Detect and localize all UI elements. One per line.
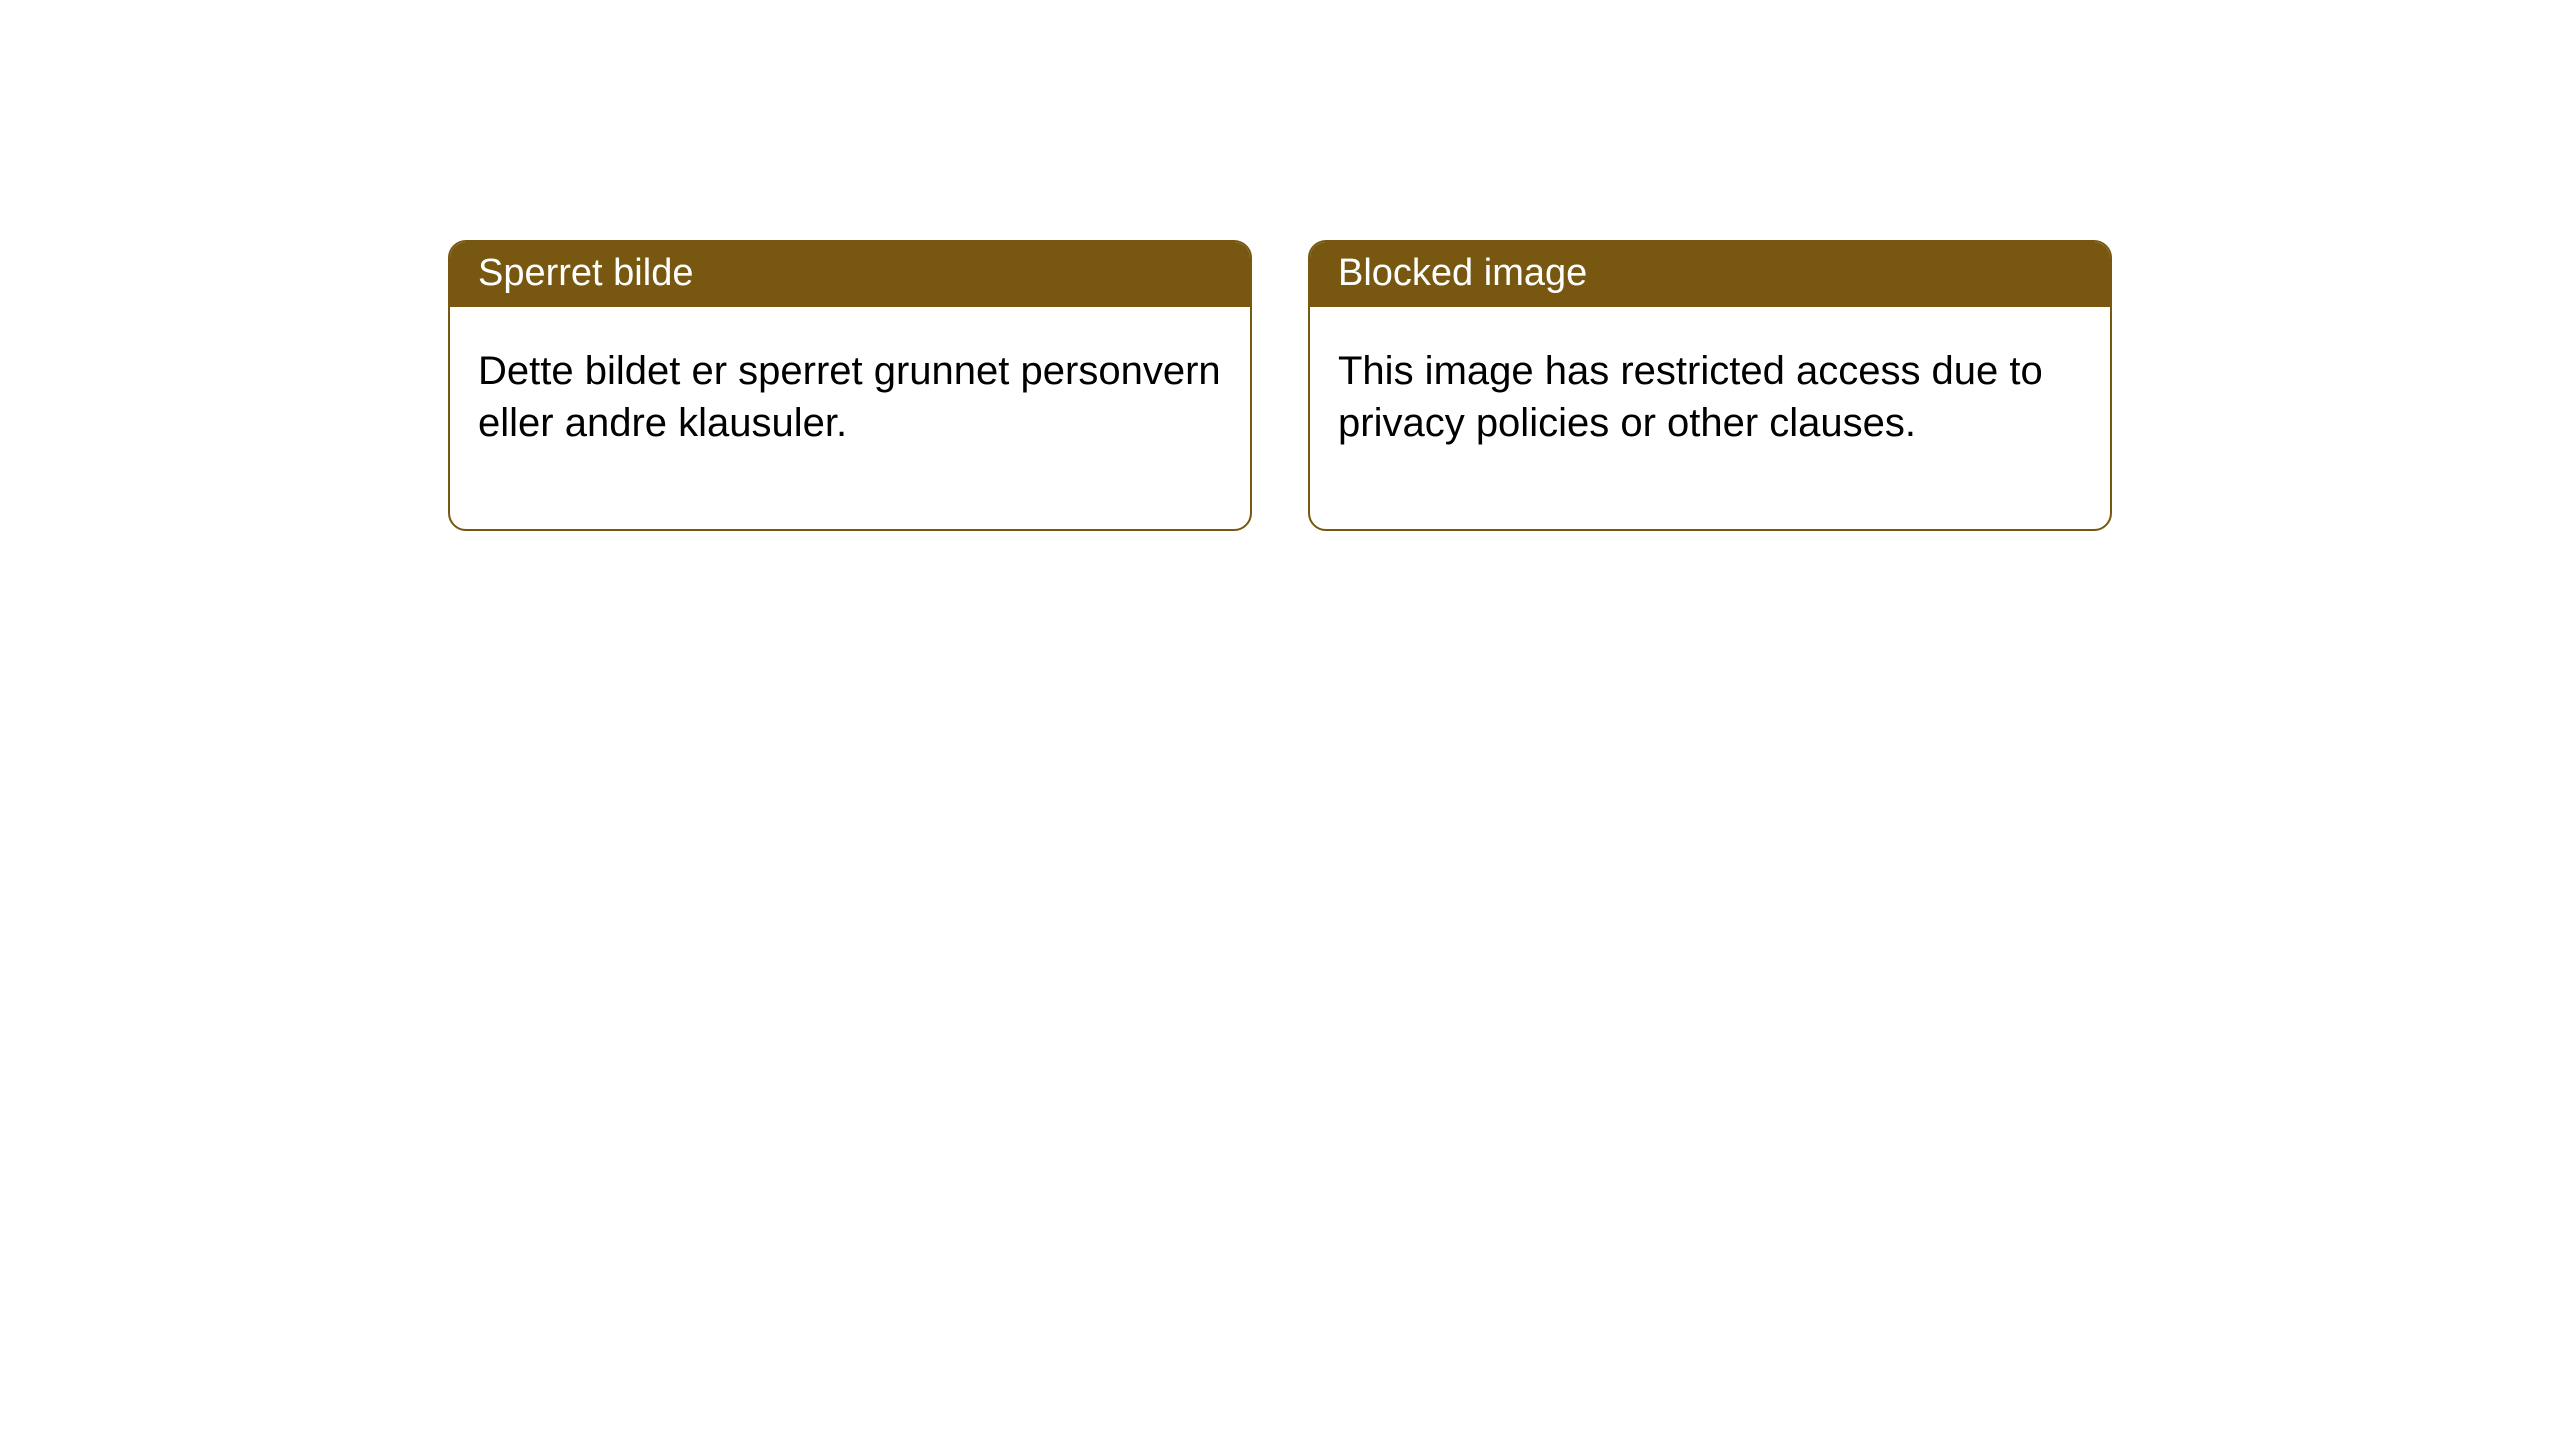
- notice-card-title: Sperret bilde: [450, 242, 1250, 307]
- notice-card-body: Dette bildet er sperret grunnet personve…: [450, 307, 1250, 529]
- notice-cards-container: Sperret bilde Dette bildet er sperret gr…: [0, 0, 2560, 531]
- notice-card-body: This image has restricted access due to …: [1310, 307, 2110, 529]
- notice-card-title: Blocked image: [1310, 242, 2110, 307]
- notice-card-norwegian: Sperret bilde Dette bildet er sperret gr…: [448, 240, 1252, 531]
- notice-card-english: Blocked image This image has restricted …: [1308, 240, 2112, 531]
